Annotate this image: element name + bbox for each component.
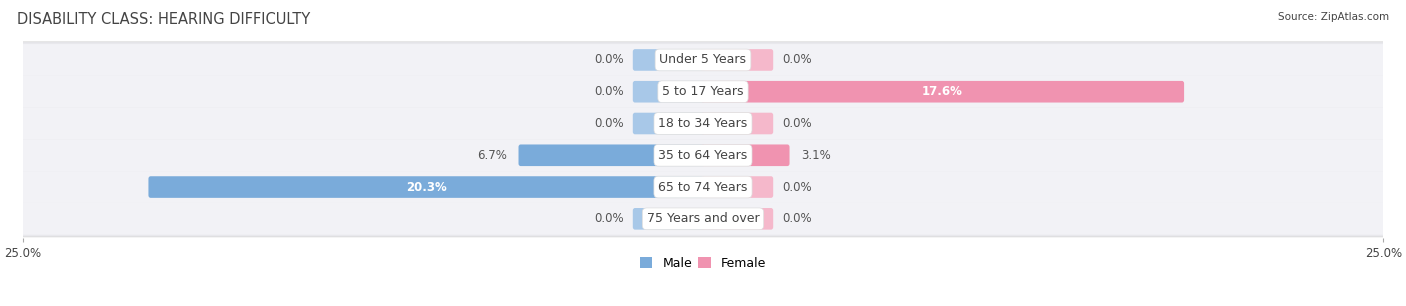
FancyBboxPatch shape [519,144,706,166]
Text: 5 to 17 Years: 5 to 17 Years [662,85,744,98]
FancyBboxPatch shape [700,176,773,198]
FancyBboxPatch shape [700,49,773,71]
Text: DISABILITY CLASS: HEARING DIFFICULTY: DISABILITY CLASS: HEARING DIFFICULTY [17,12,311,27]
FancyBboxPatch shape [633,49,706,71]
Text: 0.0%: 0.0% [782,181,811,194]
FancyBboxPatch shape [17,171,1389,203]
Text: Source: ZipAtlas.com: Source: ZipAtlas.com [1278,12,1389,22]
FancyBboxPatch shape [10,74,1396,110]
Text: 75 Years and over: 75 Years and over [647,212,759,225]
FancyBboxPatch shape [10,201,1396,237]
Text: 65 to 74 Years: 65 to 74 Years [658,181,748,194]
Legend: Male, Female: Male, Female [636,252,770,275]
FancyBboxPatch shape [700,81,1184,103]
FancyBboxPatch shape [17,44,1389,76]
Text: 17.6%: 17.6% [922,85,963,98]
FancyBboxPatch shape [10,137,1396,174]
FancyBboxPatch shape [17,140,1389,171]
FancyBboxPatch shape [700,208,773,230]
FancyBboxPatch shape [17,203,1389,235]
Text: 35 to 64 Years: 35 to 64 Years [658,149,748,162]
FancyBboxPatch shape [10,42,1396,78]
Text: 0.0%: 0.0% [595,212,624,225]
Text: 0.0%: 0.0% [595,117,624,130]
FancyBboxPatch shape [633,113,706,134]
FancyBboxPatch shape [633,208,706,230]
FancyBboxPatch shape [700,113,773,134]
FancyBboxPatch shape [700,144,790,166]
FancyBboxPatch shape [10,169,1396,205]
FancyBboxPatch shape [149,176,706,198]
FancyBboxPatch shape [17,108,1389,140]
FancyBboxPatch shape [633,81,706,103]
Text: 0.0%: 0.0% [782,117,811,130]
Text: 6.7%: 6.7% [477,149,508,162]
Text: 0.0%: 0.0% [595,85,624,98]
Text: Under 5 Years: Under 5 Years [659,54,747,66]
FancyBboxPatch shape [17,76,1389,108]
Text: 0.0%: 0.0% [782,212,811,225]
Text: 20.3%: 20.3% [406,181,447,194]
Text: 0.0%: 0.0% [595,54,624,66]
Text: 0.0%: 0.0% [782,54,811,66]
Text: 3.1%: 3.1% [801,149,831,162]
Text: 18 to 34 Years: 18 to 34 Years [658,117,748,130]
FancyBboxPatch shape [10,105,1396,142]
